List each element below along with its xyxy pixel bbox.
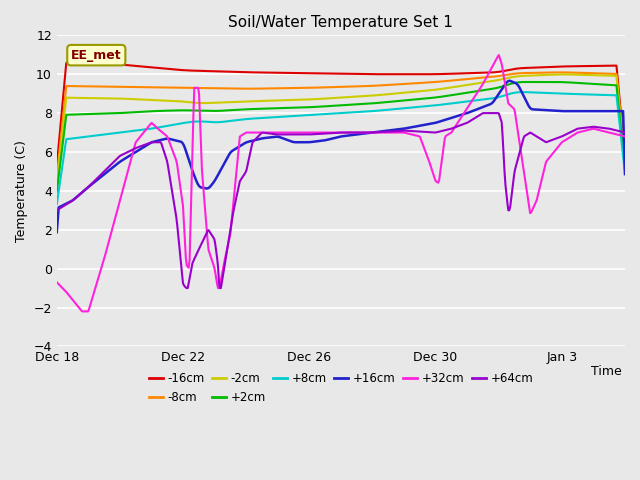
+32cm [311, 130, 319, 135]
Y-axis label: Temperature (C): Temperature (C) [15, 140, 28, 242]
+8cm [53, 201, 61, 207]
+2cm [621, 165, 629, 171]
-8cm [53, 174, 61, 180]
-16cm [433, 71, 441, 77]
+8cm [199, 119, 207, 124]
+2cm [481, 87, 488, 93]
-8cm [557, 70, 564, 75]
+16cm [154, 138, 161, 144]
+64cm [480, 110, 488, 116]
+64cm [53, 207, 61, 213]
+32cm [388, 130, 396, 135]
-2cm [433, 87, 440, 93]
-8cm [433, 79, 440, 85]
+2cm [520, 79, 528, 85]
-8cm [199, 85, 207, 91]
+16cm [310, 139, 317, 144]
-2cm [621, 160, 629, 166]
Line: +16cm: +16cm [57, 81, 625, 232]
+8cm [481, 96, 488, 102]
+32cm [495, 52, 502, 58]
Legend: -16cm, -8cm, -2cm, +2cm, +8cm, +16cm, +32cm, +64cm: -16cm, -8cm, -2cm, +2cm, +8cm, +16cm, +3… [144, 368, 538, 409]
-2cm [559, 72, 567, 77]
-2cm [154, 97, 161, 103]
+64cm [388, 129, 396, 134]
-16cm [388, 72, 396, 77]
+32cm [621, 133, 629, 139]
+8cm [388, 107, 396, 112]
-16cm [482, 70, 490, 75]
+8cm [433, 102, 440, 108]
+16cm [481, 104, 488, 109]
+64cm [183, 285, 191, 291]
-16cm [311, 71, 319, 76]
Line: -8cm: -8cm [57, 72, 625, 177]
Line: -2cm: -2cm [57, 74, 625, 183]
+8cm [154, 125, 161, 131]
+16cm [506, 78, 513, 84]
+32cm [79, 309, 86, 314]
+16cm [199, 185, 207, 191]
+32cm [53, 279, 61, 285]
+64cm [311, 131, 319, 137]
-8cm [388, 82, 396, 88]
+2cm [388, 99, 396, 105]
-2cm [53, 180, 61, 186]
Title: Soil/Water Temperature Set 1: Soil/Water Temperature Set 1 [228, 15, 453, 30]
+32cm [154, 126, 162, 132]
-16cm [53, 163, 61, 168]
-16cm [621, 154, 629, 160]
+2cm [53, 189, 61, 195]
Line: +2cm: +2cm [57, 82, 625, 192]
+64cm [433, 129, 441, 135]
-2cm [388, 91, 396, 97]
-2cm [310, 96, 317, 102]
Line: +64cm: +64cm [57, 113, 625, 288]
-16cm [63, 60, 70, 66]
+32cm [433, 179, 441, 185]
+16cm [53, 229, 61, 235]
+8cm [621, 170, 629, 176]
-8cm [154, 84, 161, 90]
Text: EE_met: EE_met [71, 48, 122, 61]
-8cm [481, 74, 488, 80]
Line: -16cm: -16cm [57, 63, 625, 166]
Line: +8cm: +8cm [57, 92, 625, 204]
+2cm [433, 95, 440, 100]
-2cm [199, 100, 207, 106]
-8cm [310, 85, 317, 91]
+32cm [200, 191, 207, 197]
+2cm [199, 108, 207, 114]
X-axis label: Time: Time [591, 365, 622, 378]
-2cm [481, 79, 488, 85]
+64cm [154, 139, 161, 145]
-16cm [154, 65, 162, 71]
-16cm [200, 68, 207, 74]
+16cm [621, 171, 629, 177]
+2cm [310, 104, 317, 110]
+8cm [518, 89, 526, 95]
+16cm [433, 120, 440, 125]
-8cm [621, 159, 629, 165]
+64cm [483, 110, 490, 116]
+64cm [200, 236, 207, 242]
+64cm [621, 130, 629, 135]
+2cm [154, 108, 161, 114]
+8cm [310, 112, 317, 118]
+16cm [388, 127, 396, 133]
+32cm [482, 76, 490, 82]
Line: +32cm: +32cm [57, 55, 625, 312]
